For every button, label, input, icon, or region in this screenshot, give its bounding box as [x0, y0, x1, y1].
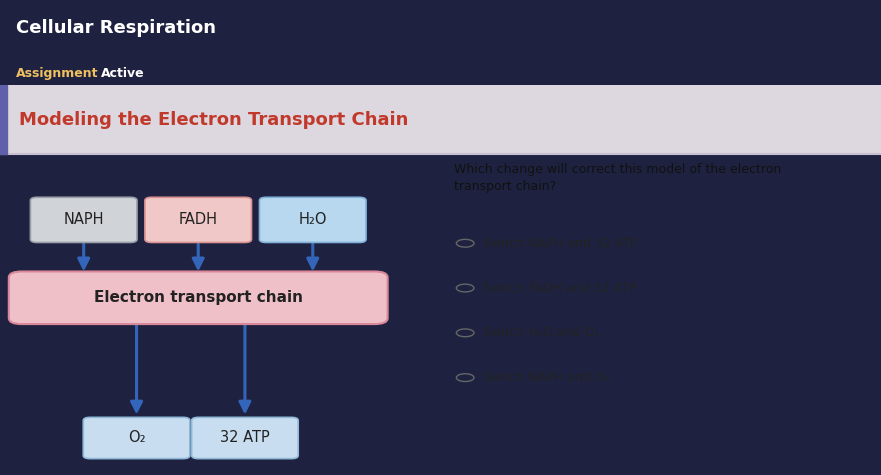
Text: Switch H₂O and O₂.: Switch H₂O and O₂.: [483, 326, 603, 339]
FancyBboxPatch shape: [259, 197, 366, 242]
FancyBboxPatch shape: [192, 418, 298, 459]
Text: Cellular Respiration: Cellular Respiration: [16, 19, 216, 37]
Text: Switch FADH and 32 ATP.: Switch FADH and 32 ATP.: [483, 282, 638, 294]
Text: Switch NAPH and 32 ATP.: Switch NAPH and 32 ATP.: [483, 237, 639, 250]
Text: Modeling the Electron Transport Chain: Modeling the Electron Transport Chain: [19, 111, 409, 129]
Text: FADH: FADH: [179, 212, 218, 228]
Text: O₂: O₂: [128, 430, 145, 446]
FancyBboxPatch shape: [144, 197, 252, 242]
Text: Assignment: Assignment: [16, 66, 99, 80]
FancyBboxPatch shape: [83, 418, 190, 459]
FancyBboxPatch shape: [9, 272, 388, 324]
Text: Switch NAPH and O₂.: Switch NAPH and O₂.: [483, 371, 613, 384]
FancyBboxPatch shape: [30, 197, 137, 242]
Text: Active: Active: [101, 66, 145, 80]
Text: H₂O: H₂O: [299, 212, 327, 228]
Text: Electron transport chain: Electron transport chain: [93, 290, 303, 305]
Text: Which change will correct this model of the electron
transport chain?: Which change will correct this model of …: [454, 163, 781, 193]
Text: NAPH: NAPH: [63, 212, 104, 228]
FancyBboxPatch shape: [0, 86, 881, 153]
Text: 32 ATP: 32 ATP: [220, 430, 270, 446]
